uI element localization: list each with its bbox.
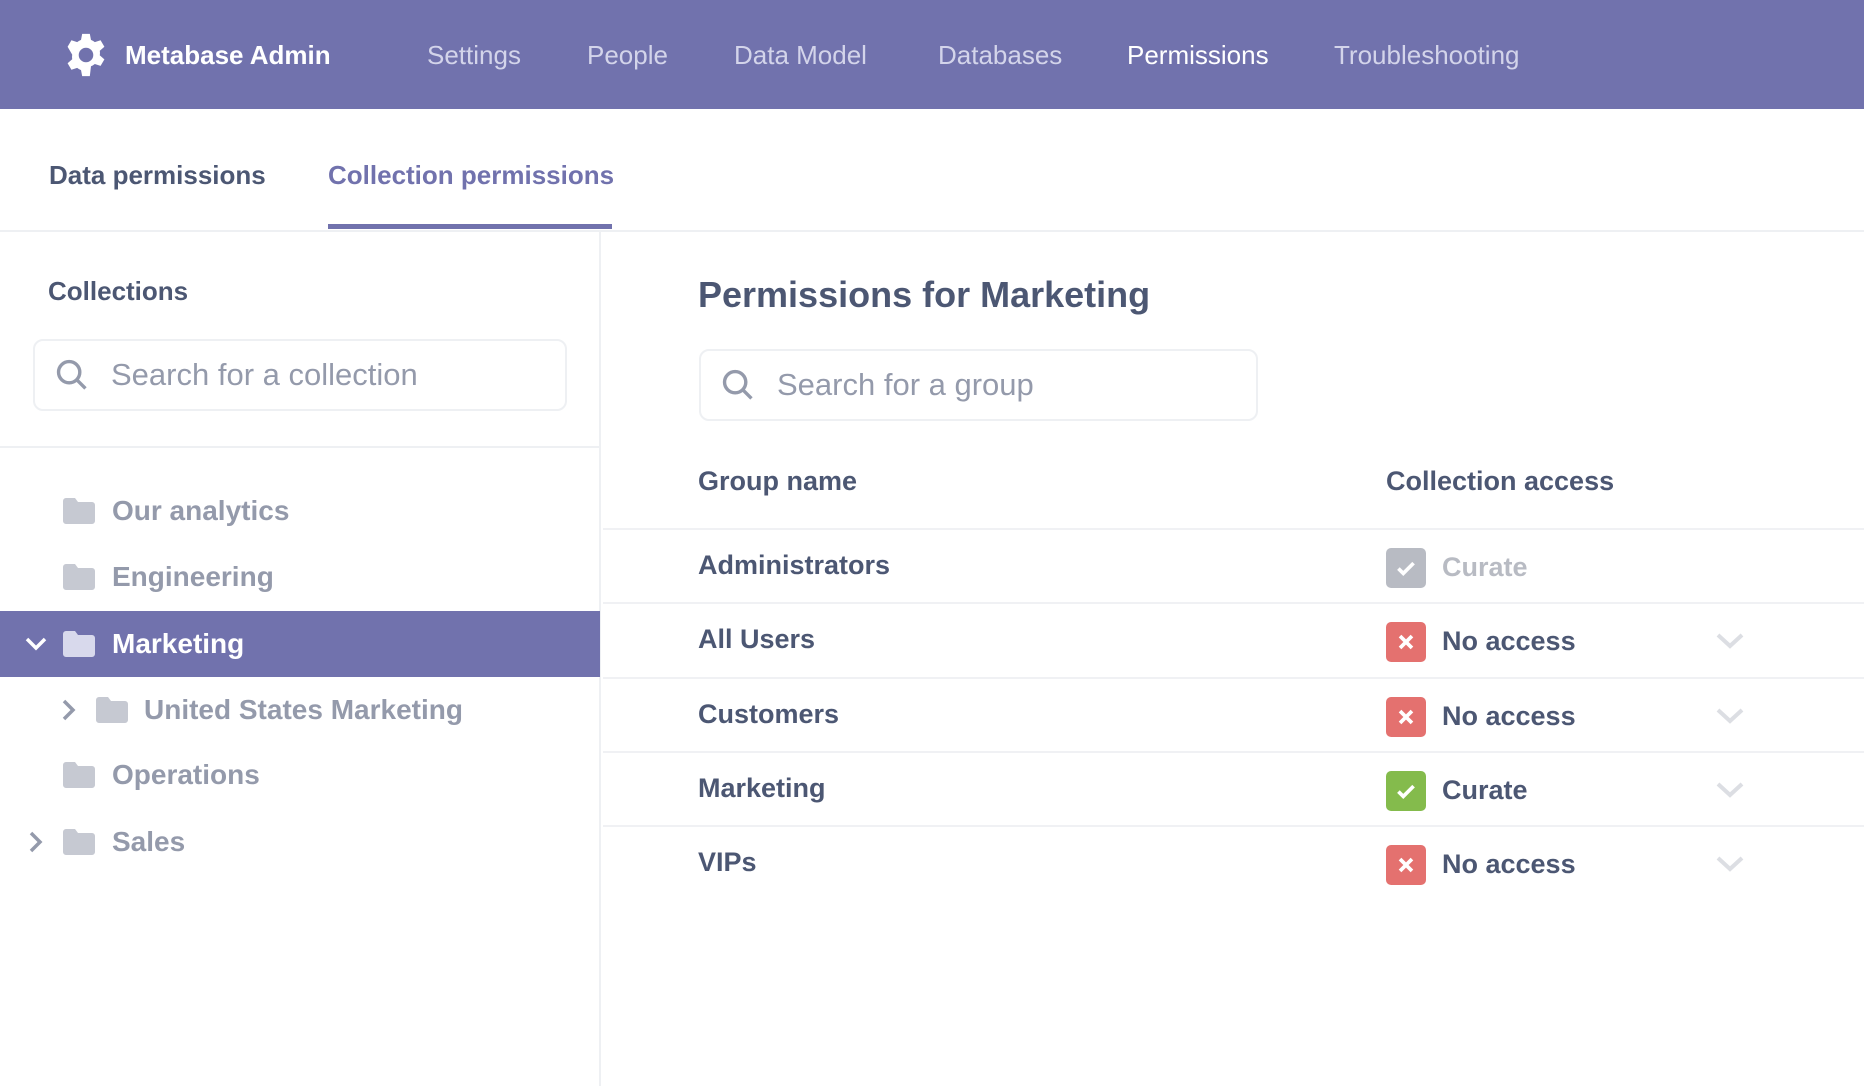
divider — [0, 446, 600, 448]
access-label: No access — [1442, 849, 1576, 879]
folder-icon — [63, 829, 95, 855]
chevron-down-icon[interactable] — [1715, 630, 1745, 652]
search-placeholder: Search for a collection — [111, 357, 418, 392]
chevron-right-icon[interactable] — [57, 698, 81, 722]
group-name: Customers — [698, 699, 840, 729]
access-label: Curate — [1442, 775, 1528, 805]
folder-icon — [96, 697, 128, 723]
group-search-input[interactable]: Search for a group — [699, 349, 1258, 421]
chevron-right-icon[interactable] — [24, 830, 48, 854]
check-icon — [1386, 548, 1426, 588]
tree-item-label: United States Marketing — [144, 694, 463, 725]
nav-troubleshooting[interactable]: Troubleshooting — [1334, 40, 1520, 70]
tab-data-permissions[interactable]: Data permissions — [49, 160, 266, 190]
divider — [0, 230, 1864, 232]
active-tab-indicator — [328, 224, 612, 229]
group-name: Marketing — [698, 773, 826, 803]
search-placeholder: Search for a group — [777, 367, 1034, 402]
tree-item-label: Operations — [112, 759, 260, 790]
search-icon — [56, 359, 87, 390]
tree-item-label: Sales — [112, 826, 186, 857]
tree-item-label: Marketing — [112, 628, 245, 659]
group-name: Administrators — [698, 550, 891, 580]
nav-data-model[interactable]: Data Model — [734, 40, 867, 70]
table-row: All Users No access — [603, 602, 1864, 676]
chevron-down-icon[interactable] — [1715, 853, 1745, 875]
close-icon — [1386, 845, 1426, 885]
collections-sidebar: Collections Search for a collection Our … — [0, 232, 601, 1086]
nav-people[interactable]: People — [587, 40, 668, 70]
tree-item-operations[interactable]: Operations — [0, 742, 600, 808]
access-label: Curate — [1442, 552, 1528, 582]
tree-item-engineering[interactable]: Engineering — [0, 544, 600, 610]
table-row: Administrators Curate — [603, 528, 1864, 602]
close-icon — [1386, 697, 1426, 737]
tree-item-united-states-marketing[interactable]: United States Marketing — [0, 677, 600, 743]
page-title: Permissions for Marketing — [698, 274, 1151, 315]
chevron-down-icon[interactable] — [1715, 779, 1745, 801]
chevron-down-icon[interactable] — [24, 632, 48, 656]
tab-collection-permissions[interactable]: Collection permissions — [328, 160, 615, 190]
gear-icon — [67, 33, 105, 77]
nav-settings[interactable]: Settings — [427, 40, 521, 70]
tree-item-sales[interactable]: Sales — [0, 809, 600, 875]
folder-icon — [63, 631, 95, 657]
close-icon — [1386, 622, 1426, 662]
brand-title: Metabase Admin — [125, 39, 331, 70]
group-name: VIPs — [698, 847, 757, 877]
collection-search-input[interactable]: Search for a collection — [33, 339, 567, 411]
access-label: No access — [1442, 626, 1576, 656]
tree-item-our-analytics[interactable]: Our analytics — [0, 478, 600, 544]
tree-item-label: Engineering — [112, 561, 274, 592]
table-row: Customers No access — [603, 677, 1864, 751]
column-header-collection-access: Collection access — [1386, 466, 1615, 496]
brand[interactable]: Metabase Admin — [63, 32, 331, 78]
sidebar-title: Collections — [48, 276, 189, 306]
group-name: All Users — [698, 624, 816, 654]
nav-databases[interactable]: Databases — [938, 40, 1063, 70]
access-label: No access — [1442, 701, 1576, 731]
nav-permissions[interactable]: Permissions — [1127, 40, 1269, 70]
search-icon — [722, 369, 753, 400]
table-row: VIPs No access — [603, 825, 1864, 899]
tree-item-marketing[interactable]: Marketing — [0, 611, 600, 677]
folder-icon — [63, 564, 95, 590]
folder-icon — [63, 762, 95, 788]
table-row: Marketing Curate — [603, 751, 1864, 825]
admin-header: Metabase Admin Settings People Data Mode… — [0, 0, 1864, 109]
tree-item-label: Our analytics — [112, 495, 290, 526]
check-icon — [1386, 771, 1426, 811]
folder-icon — [63, 498, 95, 524]
column-header-group-name: Group name — [698, 466, 858, 496]
chevron-down-icon[interactable] — [1715, 705, 1745, 727]
